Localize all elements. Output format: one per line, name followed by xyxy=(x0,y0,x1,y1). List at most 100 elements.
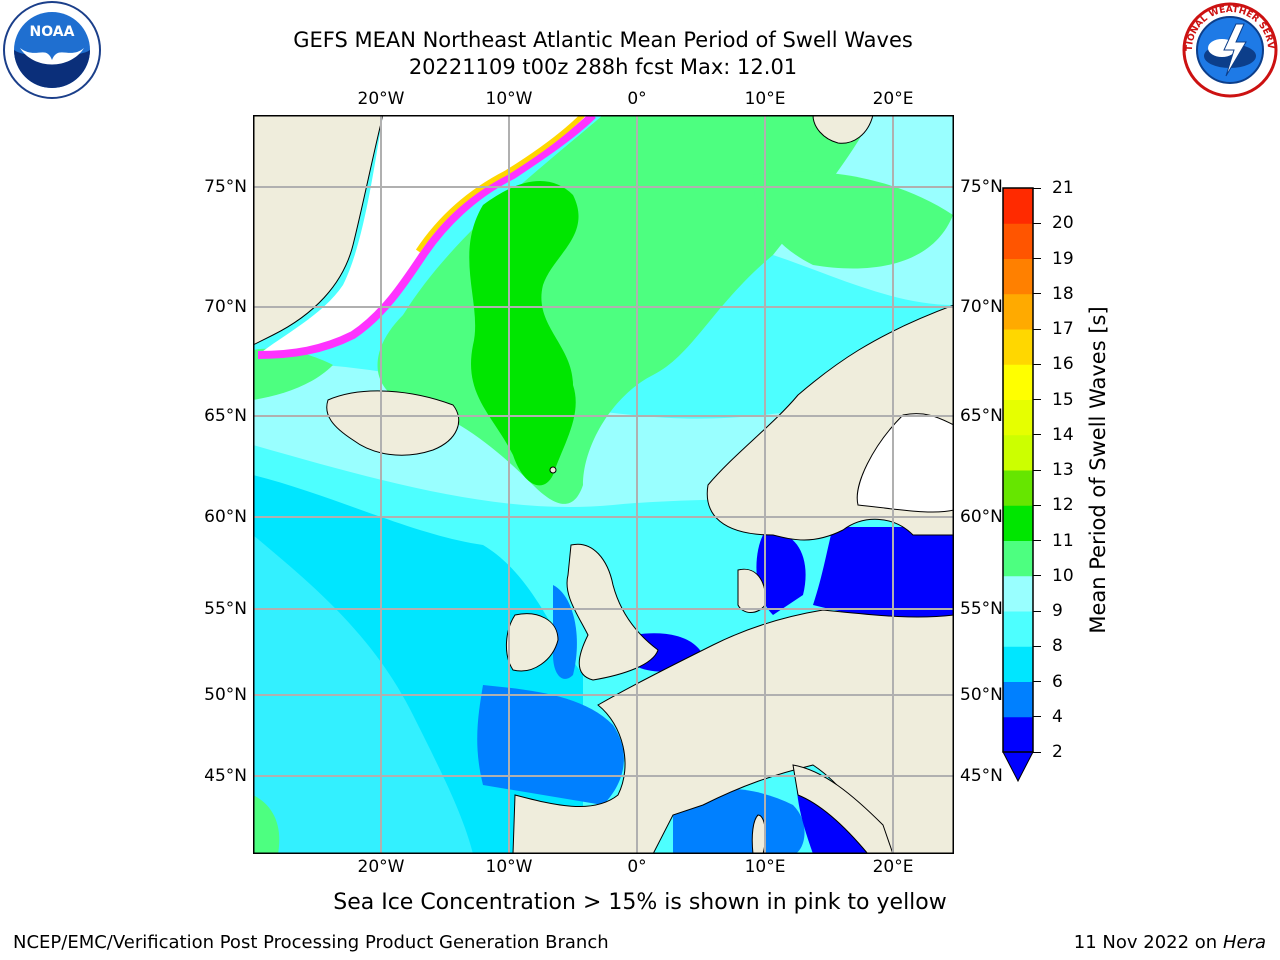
sardinia-land xyxy=(751,814,766,854)
colorbar-tick-label: 17 xyxy=(1052,319,1074,339)
colorbar-segment-13-14 xyxy=(1003,434,1033,471)
colorbar-tick-label: 4 xyxy=(1052,706,1063,727)
lat-tick-right-75n: 75°N xyxy=(960,177,1003,197)
lon-tick-top-20e: 20°E xyxy=(872,89,914,109)
colorbar-segment-10-11 xyxy=(1003,540,1033,577)
colorbar-tick-mark xyxy=(1033,540,1041,541)
colorbar-tick-label: 9 xyxy=(1052,601,1063,621)
colorbar-title: Mean Period of Swell Waves [s] xyxy=(1086,306,1110,634)
colorbar-tick-label: 18 xyxy=(1052,283,1074,304)
noaa-logo: NOAA xyxy=(3,1,101,99)
chart-title-line1: GEFS MEAN Northeast Atlantic Mean Period… xyxy=(293,28,913,52)
colorbar-tick-mark xyxy=(1033,187,1041,189)
branch-credit: NCEP/EMC/Verification Post Processing Pr… xyxy=(13,932,609,953)
lat-tick-left-65n: 65°N xyxy=(204,406,247,426)
colorbar-tick-mark xyxy=(1033,716,1041,718)
lon-tick-top-20w: 20°W xyxy=(357,89,405,109)
colorbar-tick-mark xyxy=(1033,469,1041,471)
colorbar-tick-label: 6 xyxy=(1052,671,1063,692)
swell-below-2s-baltic xyxy=(813,527,954,620)
swell-10-11s-core xyxy=(469,181,579,486)
colorbar-tick-label: 15 xyxy=(1052,389,1074,410)
lat-tick-left-70n: 70°N xyxy=(204,297,247,317)
colorbar-segment-11-12 xyxy=(1003,505,1033,541)
colorbar-segment-12-13 xyxy=(1003,470,1033,506)
colorbar-tick-mark xyxy=(1033,293,1041,295)
run-info: 11 Nov 2022 on Hera xyxy=(1074,932,1266,953)
nws-logo: NATIONAL WEATHER SERVICE xyxy=(1180,0,1278,98)
continental-europe-land xyxy=(512,609,954,854)
colorbar-tick-mark xyxy=(1033,751,1041,753)
run-host: Hera xyxy=(1222,932,1266,953)
lat-tick-right-55n: 55°N xyxy=(960,599,1003,619)
noaa-logo-text: NOAA xyxy=(30,24,75,40)
chart-title-line2: 20221109 t00z 288h fcst Max: 12.01 xyxy=(408,55,798,79)
lat-tick-right-65n: 65°N xyxy=(960,406,1003,426)
colorbar-tick-label: 2 xyxy=(1052,742,1063,762)
colorbar-tick-mark xyxy=(1033,645,1041,647)
colorbar-tick-mark xyxy=(1033,434,1041,436)
lon-tick-top-0: 0° xyxy=(627,89,647,109)
iceland-land xyxy=(326,390,460,456)
colorbar-tick-label: 10 xyxy=(1052,565,1074,586)
great-britain-land xyxy=(566,543,659,681)
colorbar-segment-14-15 xyxy=(1003,399,1033,436)
lon-tick-bottom-10w: 10°W xyxy=(485,857,533,877)
ireland-land xyxy=(506,613,559,672)
colorbar-tick-mark xyxy=(1033,399,1041,400)
lat-tick-left-50n: 50°N xyxy=(204,685,247,705)
lon-tick-top-10w: 10°W xyxy=(485,89,533,109)
lat-tick-right-70n: 70°N xyxy=(960,297,1003,317)
colorbar-segment-16-17 xyxy=(1003,329,1033,365)
colorbar-tick-label: 12 xyxy=(1052,495,1074,516)
lat-tick-right-50n: 50°N xyxy=(960,685,1003,705)
colorbar-segment-20-21 xyxy=(1003,188,1033,224)
colorbar-tick-label: 16 xyxy=(1052,354,1074,375)
lat-tick-right-45n: 45°N xyxy=(960,766,1003,786)
swell-9-10s-southwest-corner xyxy=(253,795,280,854)
colorbar-segment-18-19 xyxy=(1003,258,1033,295)
run-date: 11 Nov 2022 on xyxy=(1073,932,1218,953)
svalbard-land xyxy=(812,115,874,144)
swell-9-10s-northeast xyxy=(753,171,953,269)
colorbar-segment-15-16 xyxy=(1003,364,1033,400)
colorbar-tick-mark xyxy=(1033,610,1041,612)
colorbar-segment-9-10 xyxy=(1003,575,1033,612)
swell-below-2s-kattegat xyxy=(756,533,806,615)
lon-tick-bottom-20w: 20°W xyxy=(357,857,405,877)
lon-tick-bottom-0: 0° xyxy=(627,857,647,877)
lat-tick-left-55n: 55°N xyxy=(204,599,247,619)
graticule xyxy=(253,115,954,854)
colorbar-tick-label: 19 xyxy=(1052,248,1074,269)
map-panel xyxy=(253,115,954,854)
colorbar-segment-17-18 xyxy=(1003,293,1033,330)
colorbar-tick-label: 20 xyxy=(1052,213,1074,234)
colorbar-segment-4-6 xyxy=(1003,681,1033,718)
colorbar-tick-mark xyxy=(1033,222,1041,224)
lon-tick-bottom-10e: 10°E xyxy=(744,857,786,877)
lat-tick-left-45n: 45°N xyxy=(204,766,247,786)
colorbar xyxy=(1002,187,1034,783)
colorbar-segment-6-8 xyxy=(1003,646,1033,682)
colorbar-tick-label: 13 xyxy=(1052,460,1074,480)
colorbar-segment-2-4 xyxy=(1003,716,1033,753)
colorbar-segment-19-20 xyxy=(1003,223,1033,259)
colorbar-tick-label: 11 xyxy=(1052,530,1074,551)
colorbar-extend-arrow xyxy=(1002,751,1034,783)
sea-ice-edge-yellow xyxy=(415,115,585,253)
swell-9-10s-west xyxy=(253,348,333,400)
colorbar-tick-label: 8 xyxy=(1052,636,1063,657)
lat-tick-right-60n: 60°N xyxy=(960,507,1003,527)
colorbar-tick-mark xyxy=(1033,363,1041,365)
lat-tick-left-60n: 60°N xyxy=(204,507,247,527)
greenland-land xyxy=(253,115,384,346)
colorbar-tick-mark xyxy=(1033,575,1041,577)
lat-tick-left-75n: 75°N xyxy=(204,177,247,197)
colorbar-tick-label: 21 xyxy=(1052,178,1074,198)
sea-ice-note: Sea Ice Concentration > 15% is shown in … xyxy=(333,890,947,915)
colorbar-tick-mark xyxy=(1033,258,1041,259)
swell-2-4s-mediterranean xyxy=(673,788,805,854)
map-frame xyxy=(253,115,954,854)
lon-tick-top-10e: 10°E xyxy=(744,89,786,109)
colorbar-tick-mark xyxy=(1033,504,1041,506)
